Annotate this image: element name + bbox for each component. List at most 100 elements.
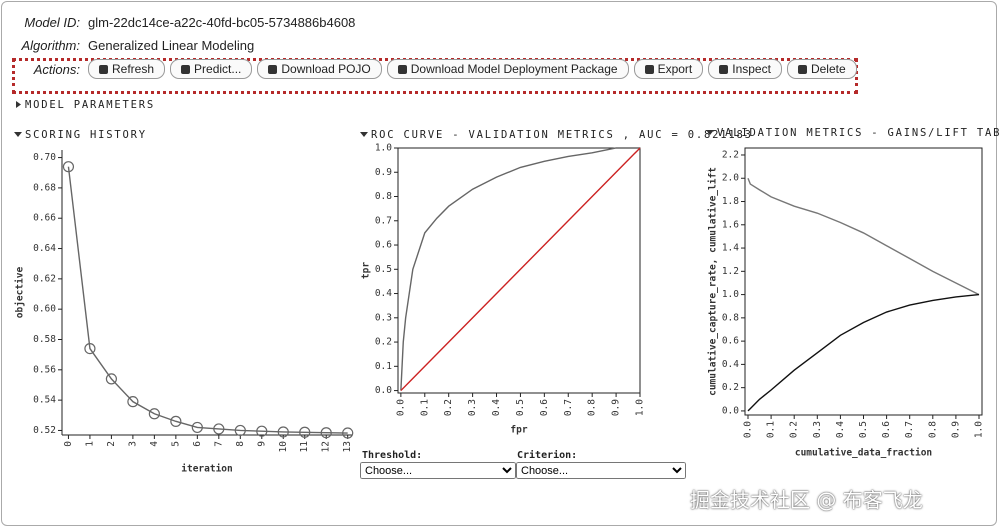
x-tick-label: 5 [170,441,181,447]
y-tick-label: 0.52 [33,425,56,436]
y-axis-label: objective [15,266,26,318]
icon [397,64,407,74]
y-tick-label: 0.5 [375,264,392,275]
x-tick-label: 11 [299,441,310,453]
plot-frame [744,147,983,416]
y-axis-label: cumulative_capture_rate, cumulative_lift [708,167,719,396]
action-button[interactable]: Inspect [708,59,782,79]
x-tick-label: 0.3 [812,421,823,438]
x-tick-label: 0.7 [563,399,574,416]
x-tick-label: 0.8 [587,399,598,416]
y-tick-label: 0.4 [375,288,392,299]
data-point [170,415,182,427]
data-point [62,161,75,173]
x-tick-label: 0.4 [491,399,502,416]
action-button[interactable]: Export [633,59,704,79]
data-point [277,426,289,438]
y-tick-label: 0.2 [722,382,739,393]
x-tick-label: 3 [127,441,138,447]
x-tick-label: 12 [321,441,332,452]
y-axis-label: tpr [361,262,372,279]
icon [797,64,807,74]
button-label[interactable]: Predict... [194,62,242,76]
y-tick-label: 0.0 [722,405,739,416]
label: Algorithm: [21,37,80,53]
y-tick-label: 0.4 [722,359,739,370]
action-button[interactable]: Refresh [88,59,166,79]
criterion-label: Criterion: [517,450,578,461]
threshold-select[interactable]: Choose... [360,462,516,479]
x-tick-label: 0.0 [743,421,754,438]
y-tick-label: 0.70 [33,152,56,163]
y-tick-label: 1.2 [722,266,739,277]
y-tick-label: 0.60 [33,304,56,315]
button-label[interactable]: Inspect [732,62,771,76]
data-line [400,147,641,392]
data-point [234,424,246,437]
y-tick-label: 0.0 [375,385,392,396]
button-label[interactable]: Delete [810,62,846,76]
x-tick-label: 1.0 [973,421,984,438]
action-button[interactable]: Delete [786,59,857,79]
y-tick-label: 2.2 [722,149,739,160]
y-tick-label: 0.3 [375,312,392,323]
x-tick-label: 1.0 [635,399,646,416]
x-tick-label: 0.3 [467,399,478,416]
data-line [67,166,348,434]
action-button[interactable]: Download POJO [257,59,382,79]
y-tick-label: 0.62 [33,273,56,284]
collapse-icon [706,130,714,135]
data-point [191,421,203,434]
value: glm-22dc14ce-a22c-40fd-bc05-5734886b4608 [88,14,356,30]
criterion-select[interactable]: Choose... [516,462,686,479]
data-point [148,408,160,420]
button-label[interactable]: Download POJO [281,62,371,76]
y-tick-label: 0.6 [722,336,739,347]
action-button[interactable]: Download Model Deployment Package [386,59,629,79]
data-line [400,147,640,391]
data-point [320,427,332,439]
chart-title: SCORING HISTORY [25,129,147,141]
icon [268,64,278,74]
data-point [342,427,354,439]
algorithm-row: Algorithm: Generalized Linear Modeling [0,35,254,55]
data-point [127,396,139,408]
x-tick-label: 0.5 [515,399,526,416]
x-tick-label: 10 [278,441,289,453]
watermark: 掘金技术社区 @ 布客飞龙 [690,488,923,512]
y-tick-label: 0.54 [33,395,56,406]
y-tick-label: 1.0 [722,289,739,300]
icon [99,64,108,74]
button-label[interactable]: Refresh [112,62,155,76]
button-label[interactable]: Download Model Deployment Package [410,62,618,76]
x-tick-label: 7 [213,441,224,447]
y-tick-label: 0.56 [33,364,56,375]
label: Actions: [33,61,80,77]
x-tick-label: 13 [342,441,353,452]
x-tick-label: 0.2 [443,399,454,416]
icon [719,64,729,74]
x-tick-label: 1 [84,441,95,447]
x-tick-label: 8 [235,441,246,447]
y-tick-label: 0.7 [375,215,392,226]
y-tick-label: 1.0 [375,143,392,154]
model-id-row: Model ID: glm-22dc14ce-a22c-40fd-bc05-57… [0,12,355,32]
chart-title: ROC CURVE - VALIDATION METRICS , AUC = 0… [371,129,753,141]
x-tick-label: 0.5 [858,421,869,438]
button-label[interactable]: Export [657,62,693,76]
x-tick-label: 0.7 [904,421,915,438]
x-tick-label: 0 [63,441,74,447]
data-point [256,425,268,437]
y-tick-label: 0.8 [722,312,739,323]
x-tick-label: 0.8 [927,421,938,438]
action-button[interactable]: Predict... [170,59,253,79]
y-tick-label: 1.4 [722,243,739,254]
actions-row: Actions: Refresh Predict... Download POJO D… [0,59,857,79]
x-tick-label: 0.2 [789,421,800,438]
x-tick-label: 0.9 [950,421,961,438]
buttons: Refresh Predict... Download POJO Download M… [88,59,857,79]
label: Model ID: [24,14,80,30]
x-tick-label: 4 [149,441,160,447]
y-tick-label: 0.58 [33,334,56,345]
